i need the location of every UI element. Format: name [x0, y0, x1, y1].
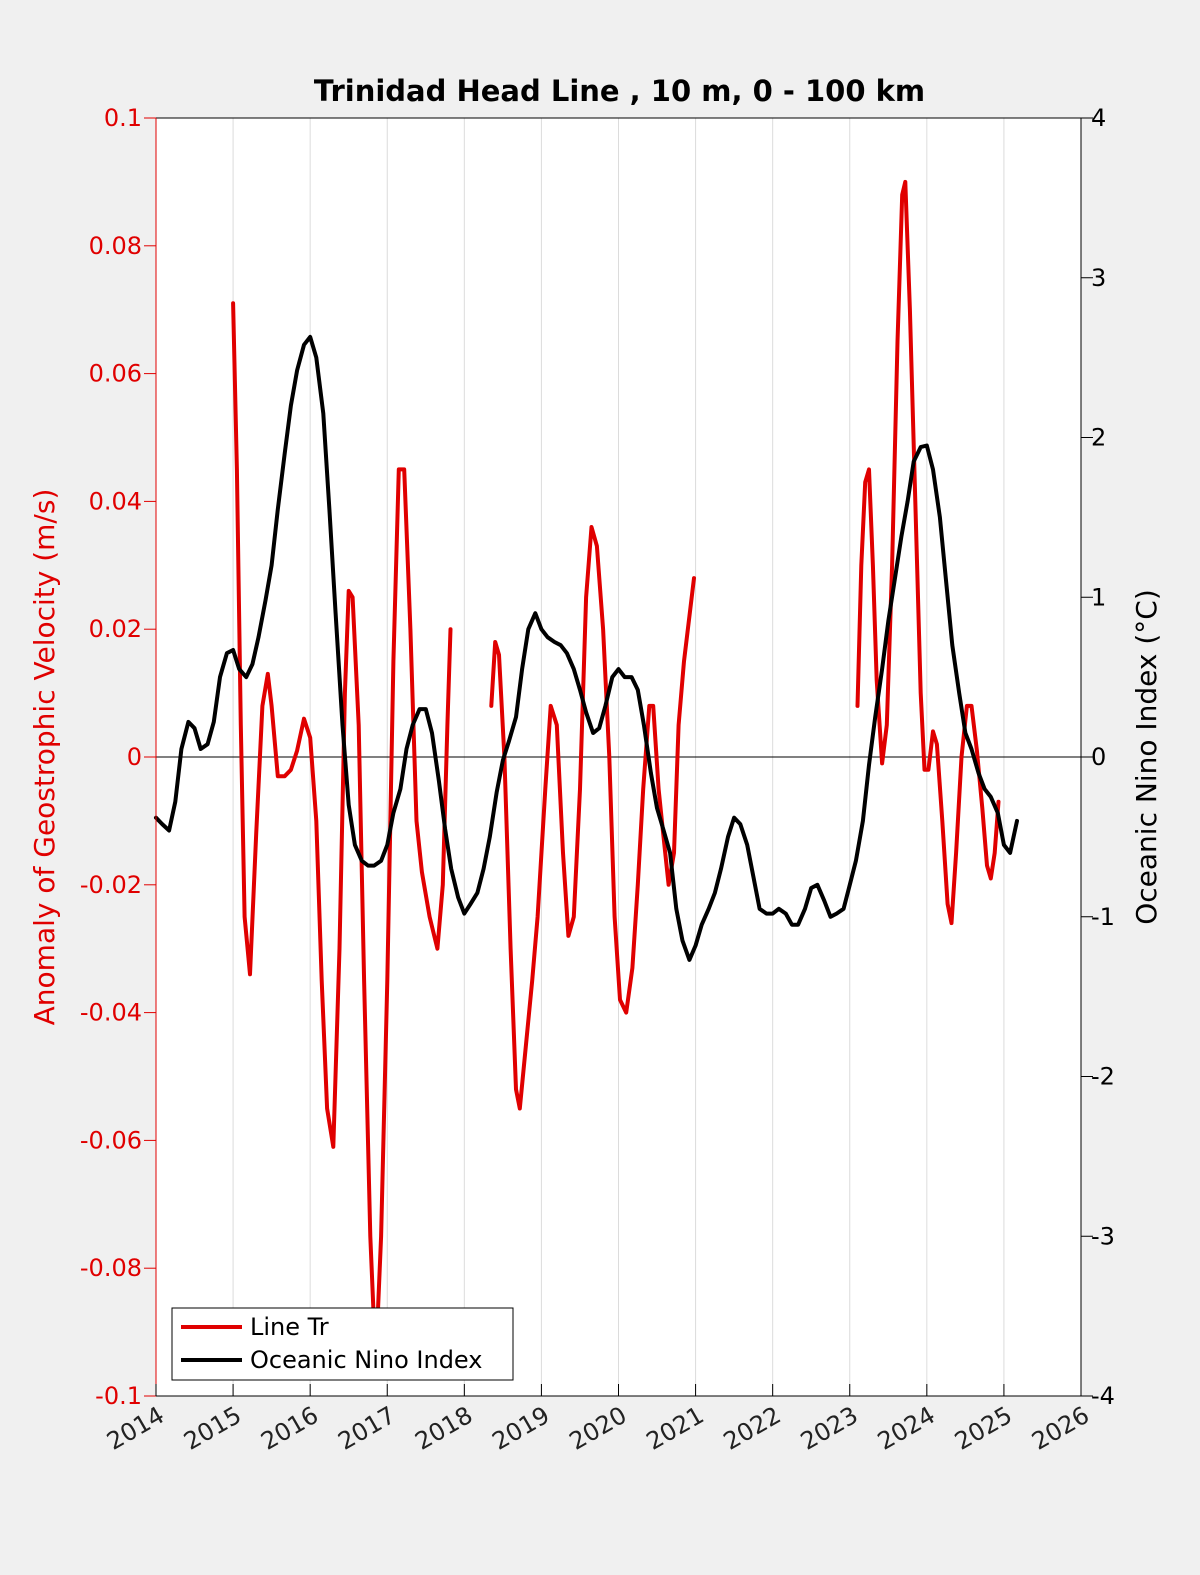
right-axis-label: Oceanic Nino Index (°C) [1130, 589, 1163, 925]
right-tick-label: 2 [1091, 424, 1106, 452]
right-tick-label: 4 [1091, 104, 1106, 132]
right-tick-label: -4 [1091, 1382, 1115, 1410]
legend-box [171, 1307, 514, 1381]
right-tick-label: 3 [1091, 264, 1106, 292]
right-tick-label: -1 [1091, 903, 1115, 931]
right-tick-label: -2 [1091, 1063, 1115, 1091]
chart-title: Trinidad Head Line , 10 m, 0 - 100 km [314, 74, 925, 108]
left-tick-label: 0.02 [89, 615, 142, 643]
legend-label-oceanic-nino-index: Oceanic Nino Index [250, 1346, 482, 1374]
right-tick-label: 1 [1091, 583, 1106, 611]
left-tick-label: -0.06 [80, 1126, 142, 1154]
right-tick-label: -3 [1091, 1222, 1115, 1250]
left-tick-label: 0.1 [104, 104, 142, 132]
left-tick-label: 0.08 [89, 232, 142, 260]
series-oceanic-nino-index [154, 334, 1019, 962]
legend-label-line-tr: Line Tr [250, 1313, 329, 1341]
left-axis-label: Anomaly of Geostrophic Velocity (m/s) [28, 489, 61, 1026]
left-y-axis: -0.1 -0.08 -0.06 -0.04 -0.02 0 0.02 0.04 0.06 0.0… [80, 104, 157, 1410]
left-tick-label: -0.1 [95, 1382, 142, 1410]
right-y-axis: -4 -3 -2 -1 0 1 2 3 4 [1080, 104, 1115, 1410]
left-tick-label: 0.06 [89, 360, 142, 388]
left-tick-label: 0 [127, 743, 142, 771]
legend: Line Tr Oceanic Nino Index [171, 1307, 514, 1381]
left-tick-label: -0.04 [80, 999, 142, 1027]
left-tick-label: 0.04 [89, 487, 142, 515]
series-layer [154, 179, 1019, 1366]
right-tick-label: 0 [1091, 743, 1106, 771]
left-tick-label: -0.02 [80, 871, 142, 899]
left-tick-label: -0.08 [80, 1254, 142, 1282]
